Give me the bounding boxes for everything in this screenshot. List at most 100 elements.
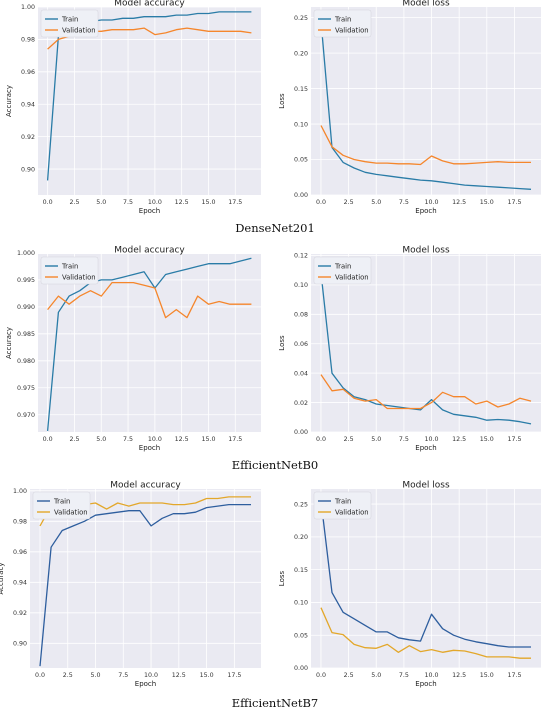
plot-title: Model loss [402,481,450,491]
y-tick-label: 0.08 [294,312,308,319]
legend-label: Train [53,497,70,505]
x-tick-label: 10.0 [425,199,439,206]
x-tick-label: 15.0 [200,672,214,679]
y-tick-label: 1.000 [17,250,35,257]
series-line-validation [320,374,532,410]
legend: Train Validation [40,9,99,38]
legend-label: Validation [335,508,369,516]
plot-title: Model loss [402,246,450,256]
x-tick-label: 0.0 [316,199,326,206]
x-tick-label: 5.0 [96,199,106,206]
y-tick-label: 0.90 [21,166,35,173]
y-axis-label: Accuracy [5,327,13,359]
legend-label: Train [61,262,78,270]
chart-efficientnetb7-loss: 0.0 2.5 5.0 7.5 10.0 12.5 15.0 17.5 0.00 0.05 0.10… [278,481,541,688]
x-tick-label: 2.5 [344,199,354,206]
chart-densenet-loss: 0.0 2.5 5.0 7.5 10.0 12.5 15.0 17.5 0.00 0.05 0.10… [278,0,541,215]
x-tick-label: 7.5 [123,199,133,206]
x-tick-label: 15.0 [480,672,494,679]
x-tick-label: 0.0 [43,436,53,443]
y-tick-label: 0.96 [21,69,35,76]
y-tick-label: 0.92 [13,610,27,617]
plot-area [311,7,541,195]
y-tick-label: 0.04 [294,370,308,377]
y-axis-label: Loss [278,570,286,586]
x-tick-label: 5.0 [91,672,101,679]
series-line-validation [320,607,531,659]
x-axis-label: Epoch [415,680,436,688]
y-tick-label: 0.90 [13,640,27,647]
plot-area [38,7,261,195]
series-line-train [39,503,251,667]
chart-efficientnetb0-loss: 0.0 2.5 5.0 7.5 10.0 12.5 15.0 17.5 0.00 0.02 0.04… [278,246,541,452]
x-tick-label: 10.0 [148,199,162,206]
y-tick-label: 0.92 [21,134,35,141]
x-tick-label: 12.5 [172,672,186,679]
y-tick-label: 0.20 [294,534,308,541]
legend-label: Train [334,15,351,23]
x-tick-label: 17.5 [507,672,521,679]
caption-efficientnetb7: EfficientNetB7 [232,696,318,710]
x-tick-label: 17.5 [507,436,521,443]
plot-title: Model accuracy [114,246,185,256]
plot-title: Model accuracy [114,0,185,9]
y-axis-label: Accuracy [5,85,13,117]
plot-title: Model accuracy [110,481,181,491]
x-tick-label: 17.5 [228,436,242,443]
legend-label: Validation [62,26,96,34]
x-tick-label: 2.5 [63,672,73,679]
x-tick-label: 7.5 [399,436,409,443]
y-tick-label: 1.00 [13,488,27,495]
y-tick-label: 0.02 [294,400,308,407]
caption-efficientnetb0: EfficientNetB0 [232,458,318,472]
chart-efficientnetb7-accuracy: 0.0 2.5 5.0 7.5 10.0 12.5 15.0 17.5 0.90 0.92 0.94… [0,481,261,688]
x-tick-label: 10.0 [144,672,158,679]
y-tick-label: 0.00 [294,429,308,436]
x-tick-label: 12.5 [452,199,466,206]
y-tick-label: 1.00 [21,4,35,11]
y-tick-label: 0.20 [294,50,308,57]
y-axis-label: Loss [278,93,286,109]
chart-efficientnetb0-accuracy: 0.0 2.5 5.0 7.5 10.0 12.5 15.0 17.5 0.970 0.975 0.… [5,246,261,452]
legend: Train Validation [40,256,99,285]
x-tick-label: 0.0 [316,436,326,443]
y-tick-label: 0.985 [17,331,35,338]
x-tick-label: 5.0 [371,672,381,679]
series-line-train [46,257,252,431]
x-tick-label: 7.5 [399,199,409,206]
y-tick-label: 0.98 [21,37,35,44]
legend-label: Validation [335,273,369,281]
x-tick-label: 7.5 [118,672,128,679]
y-tick-label: 0.975 [17,385,35,392]
x-axis-label: Epoch [139,444,160,452]
y-tick-label: 0.10 [294,282,308,289]
y-tick-label: 0.15 [294,567,308,574]
legend-label: Validation [62,273,96,281]
y-tick-label: 0.05 [294,157,308,164]
x-tick-label: 12.5 [175,199,189,206]
y-axis-label: Accuracy [0,563,5,595]
y-tick-label: 0.995 [17,277,35,284]
legend-label: Validation [54,508,88,516]
y-tick-label: 0.980 [17,358,35,365]
plot-title: Model loss [402,0,450,9]
x-tick-label: 2.5 [344,436,354,443]
x-tick-label: 2.5 [69,436,79,443]
x-tick-label: 10.0 [425,672,439,679]
x-tick-label: 12.5 [175,436,189,443]
y-tick-label: 0.05 [294,632,308,639]
x-tick-label: 0.0 [316,672,326,679]
x-tick-label: 2.5 [69,199,79,206]
y-tick-label: 0.00 [294,665,308,672]
x-axis-label: Epoch [139,207,160,215]
x-tick-label: 5.0 [96,436,106,443]
caption-densenet201: DenseNet201 [235,221,315,235]
legend: Train Validation [313,256,372,285]
series-line-validation [47,281,252,319]
series-line-train [320,500,531,648]
x-tick-label: 10.0 [425,436,439,443]
x-tick-label: 0.0 [43,199,53,206]
x-tick-label: 15.0 [201,436,215,443]
legend-label: Train [334,497,351,505]
x-axis-label: Epoch [415,207,436,215]
